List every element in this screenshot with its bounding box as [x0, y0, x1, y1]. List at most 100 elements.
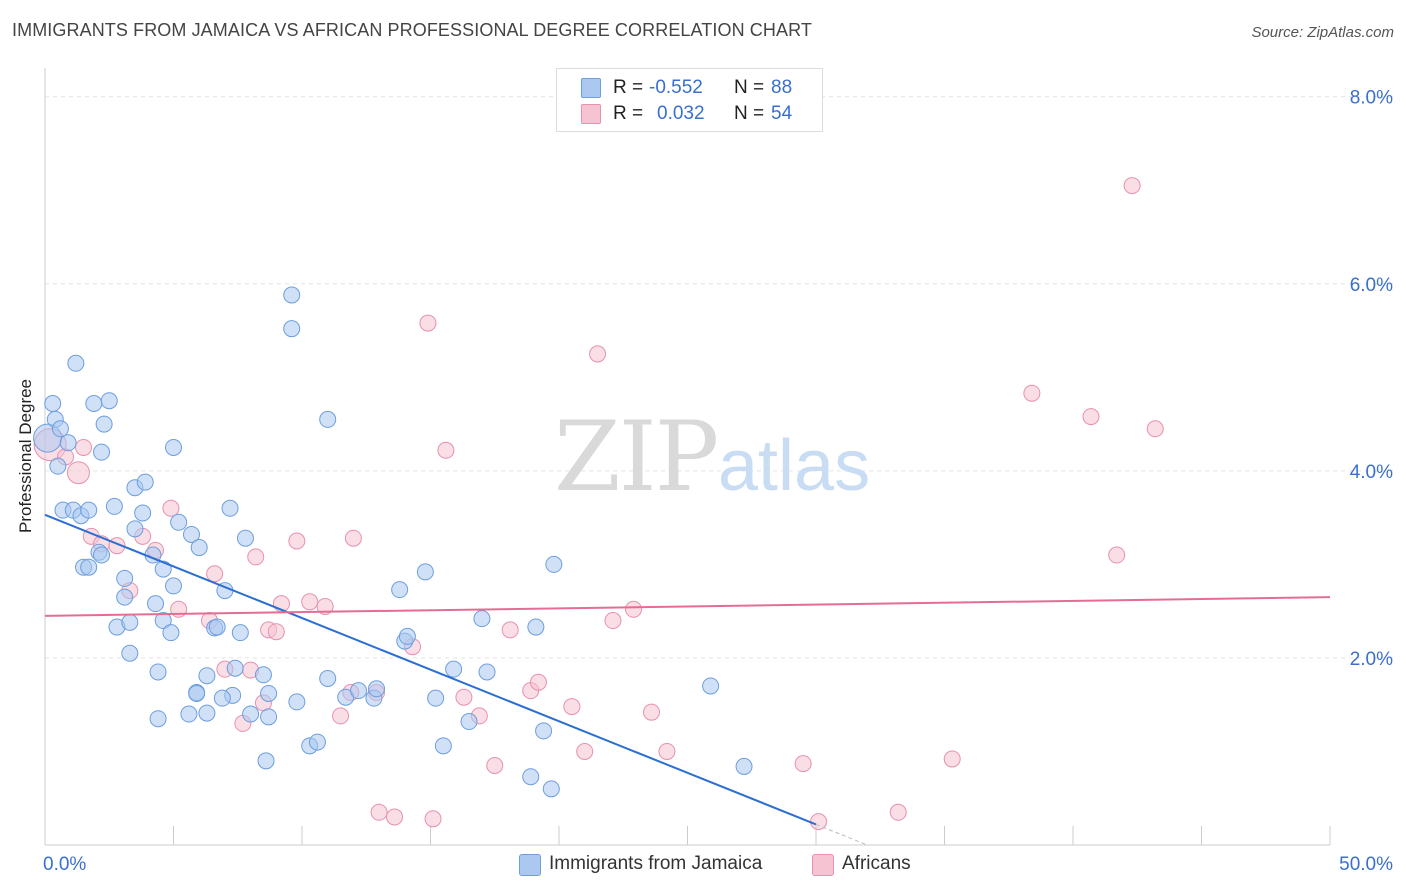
data-point-jamaica [180, 705, 198, 723]
data-point-jamaica [242, 705, 260, 723]
data-point-jamaica [460, 713, 478, 731]
data-point-jamaica [236, 529, 254, 547]
data-point-jamaica [154, 560, 172, 578]
data-point-africans [625, 600, 643, 618]
legend-r-label: R = [613, 77, 644, 98]
data-point-africans [66, 461, 90, 485]
data-point-africans [424, 810, 442, 828]
data-point-jamaica [93, 443, 111, 461]
data-point-africans [889, 803, 907, 821]
bottom-legend-label-jamaica: Immigrants from Jamaica [549, 853, 763, 874]
data-point-africans [1108, 546, 1126, 564]
legend-n-value: 88 [771, 77, 793, 98]
legend-r-value: -0.552 [649, 77, 703, 98]
legend-swatch-africans [581, 104, 601, 124]
data-point-jamaica [319, 670, 337, 688]
data-point-jamaica [59, 434, 77, 452]
data-point-africans [943, 750, 961, 768]
y-tick-label: 4.0% [1350, 462, 1393, 483]
series-jamaica [33, 286, 753, 798]
data-point-jamaica [445, 660, 463, 678]
data-point-jamaica [542, 780, 560, 798]
data-point-jamaica [198, 704, 216, 722]
data-point-africans [643, 703, 661, 721]
watermark-zip: ZIP [554, 401, 717, 513]
chart-title: IMMIGRANTS FROM JAMAICA VS AFRICAN PROFE… [12, 20, 812, 40]
data-point-jamaica [80, 558, 98, 576]
data-point-africans [1023, 384, 1041, 402]
data-point-jamaica [283, 286, 301, 304]
data-point-jamaica [170, 513, 188, 531]
data-point-jamaica [398, 627, 416, 645]
data-point-africans [576, 742, 594, 760]
data-point-africans [267, 623, 285, 641]
data-point-africans [370, 803, 388, 821]
data-point-jamaica [221, 499, 239, 517]
data-point-africans [162, 499, 180, 517]
data-point-africans [437, 441, 455, 459]
data-point-jamaica [49, 457, 67, 475]
data-point-jamaica [522, 768, 540, 786]
trend-lines [44, 513, 1331, 846]
data-point-africans [344, 529, 362, 547]
data-point-jamaica [308, 733, 326, 751]
watermark-atlas: atlas [718, 426, 870, 506]
data-point-jamaica [427, 689, 445, 707]
data-point-jamaica [231, 624, 249, 642]
data-point-africans [455, 688, 473, 706]
data-point-africans [316, 597, 334, 615]
legend-n-label: N = [734, 103, 765, 124]
data-point-africans [589, 345, 607, 363]
data-point-jamaica [165, 438, 182, 456]
data-point-africans [1082, 408, 1100, 426]
y-tick-label: 6.0% [1350, 275, 1393, 296]
data-point-jamaica [416, 563, 434, 581]
data-point-jamaica [545, 555, 563, 573]
trend-line-jamaica-extension [815, 823, 868, 846]
data-point-jamaica [147, 595, 165, 613]
bottom-legend-swatch-africans [812, 854, 834, 876]
grid-lines [45, 96, 1393, 659]
data-point-jamaica [391, 581, 409, 599]
data-point-jamaica [51, 420, 69, 438]
data-point-jamaica [121, 644, 139, 662]
data-point-jamaica [319, 410, 337, 428]
data-point-jamaica [44, 395, 62, 413]
data-point-africans [563, 698, 581, 716]
x-tick-labels: 0.0% 50.0% [43, 854, 1393, 875]
data-point-jamaica [165, 577, 182, 595]
data-point-jamaica [434, 737, 452, 755]
data-point-jamaica [350, 682, 368, 700]
data-point-africans [247, 548, 265, 566]
data-point-jamaica [154, 612, 172, 630]
data-point-jamaica [100, 392, 118, 410]
data-point-africans [794, 755, 812, 773]
data-point-jamaica [95, 415, 113, 433]
x-tick-label: 0.0% [43, 854, 86, 875]
data-point-africans [206, 565, 224, 583]
trend-line-africans [44, 596, 1331, 617]
trend-line-jamaica [44, 513, 817, 826]
data-point-jamaica [162, 624, 180, 642]
legend-r-label: R = [613, 103, 644, 124]
data-point-jamaica [121, 613, 139, 631]
data-point-jamaica [182, 525, 200, 543]
correlation-legend: R = -0.552 N = 88 R = 0.032 N = 54 [556, 68, 823, 132]
data-point-jamaica [735, 757, 753, 775]
data-point-jamaica [208, 618, 226, 636]
legend-r-value: 0.032 [657, 103, 705, 124]
bottom-legend-swatch-jamaica [519, 854, 541, 876]
data-point-jamaica [213, 689, 231, 707]
data-point-jamaica [473, 610, 491, 628]
data-point-jamaica [283, 320, 301, 338]
data-point-africans [501, 621, 519, 639]
data-point-jamaica [126, 520, 144, 538]
legend-n-label: N = [734, 77, 765, 98]
data-point-jamaica [136, 473, 154, 491]
data-point-jamaica [67, 354, 85, 372]
data-point-jamaica [149, 710, 167, 728]
y-tick-label: 8.0% [1350, 88, 1393, 109]
data-point-jamaica [368, 680, 386, 698]
data-point-jamaica [93, 546, 111, 564]
